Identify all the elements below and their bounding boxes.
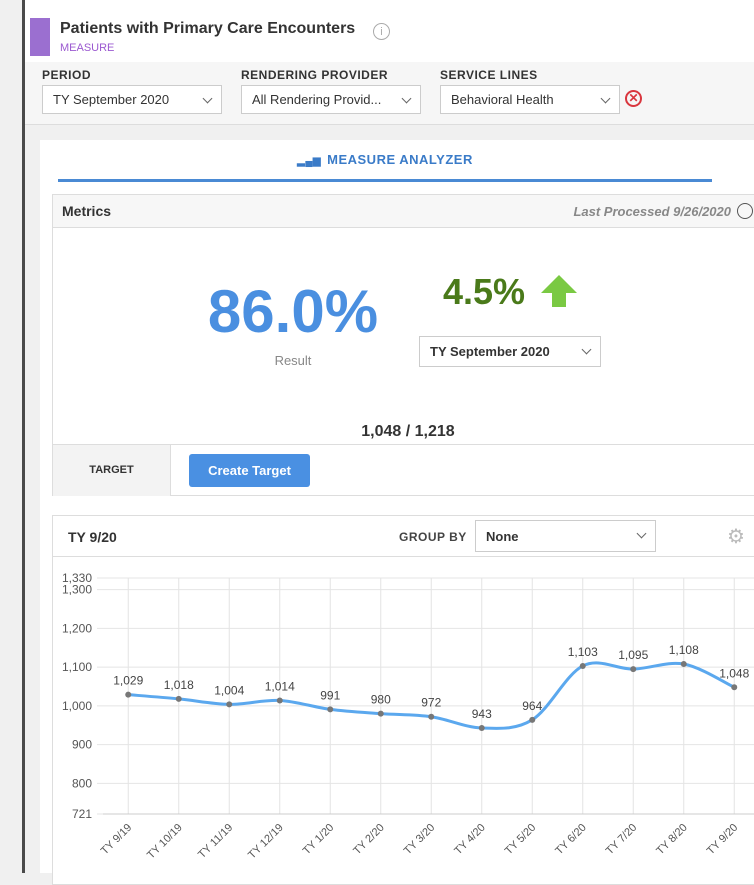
- point: [731, 684, 738, 691]
- x-tick-label: TY 7/20: [604, 822, 640, 858]
- x-tick-label: TY 1/20: [301, 822, 337, 858]
- point: [226, 701, 233, 708]
- y-tick-label: 900: [72, 738, 92, 752]
- group-by-label: GROUP BY: [399, 530, 467, 544]
- y-tick-label: 1,200: [62, 621, 92, 635]
- x-tick-label: TY 10/19: [145, 822, 185, 862]
- data-label: 1,014: [265, 679, 295, 693]
- result: 86.0%: [207, 278, 379, 345]
- x-tick-label: TY 9/20: [705, 822, 741, 858]
- create-target-button[interactable]: Create Target: [189, 454, 310, 487]
- data-label: 964: [522, 699, 542, 713]
- data-label: 1,103: [568, 645, 598, 659]
- period-select[interactable]: TY September 2020: [419, 336, 601, 367]
- filter-label: SERVICE LINES: [440, 68, 538, 82]
- point: [630, 666, 637, 673]
- y-tick-label: 800: [72, 776, 92, 790]
- x-tick-label: TY 6/20: [553, 822, 589, 858]
- point: [125, 691, 132, 698]
- data-label: 1,018: [164, 678, 194, 692]
- x-tick-label: TY 3/20: [402, 822, 438, 858]
- clear-button[interactable]: ✕: [625, 90, 642, 107]
- point: [680, 661, 687, 668]
- y-tick-label: 1,000: [62, 699, 92, 713]
- y-tick-label: 1,300: [62, 583, 92, 597]
- chart-card: TY 9/20 GROUP BY None ⚙: [52, 515, 754, 885]
- point: [377, 710, 384, 717]
- group-by-select[interactable]: None: [475, 520, 656, 552]
- last-processed: Last Processed 9/26/2020: [573, 204, 731, 219]
- x-tick-label: TY 12/19: [246, 822, 286, 862]
- filter-label: RENDERING PROVIDER: [241, 68, 389, 82]
- measure-icon: [30, 18, 50, 56]
- data-label: 991: [320, 688, 340, 702]
- up-arrow: [541, 275, 577, 307]
- point: [529, 716, 536, 723]
- settings-icon[interactable]: ⚙: [727, 526, 745, 548]
- data-label: 1,048: [719, 666, 749, 680]
- x-tick-label: TY 9/19: [99, 822, 135, 858]
- chart-header: TY 9/20 GROUP BY None ⚙: [53, 516, 754, 557]
- chart-title: TY 9/20: [68, 529, 117, 545]
- change: 4.5%: [443, 271, 526, 312]
- data-label: 1,029: [113, 674, 143, 688]
- data-label: 972: [421, 696, 441, 710]
- side-border: [22, 0, 25, 873]
- x-tick-label: TY 2/20: [351, 822, 387, 858]
- filter-select[interactable]: Behavioral Health: [440, 85, 620, 114]
- data-label: 1,108: [669, 643, 699, 657]
- data-label: 1,004: [214, 683, 244, 697]
- point: [175, 695, 182, 702]
- metrics-title: Metrics: [62, 203, 112, 219]
- filter-label: PERIOD: [42, 68, 92, 82]
- filter-select[interactable]: TY September 2020: [42, 85, 222, 114]
- data-label: 980: [371, 693, 391, 707]
- result-label: Result: [274, 353, 312, 368]
- metrics-card: Metrics Last Processed 9/26/2020 86.0% R…: [52, 194, 754, 496]
- tab[interactable]: ▂▄▆ MEASURE ANALYZER: [297, 152, 473, 167]
- y-tick-label: 1,330: [62, 571, 92, 585]
- data-label: 943: [472, 707, 492, 721]
- point: [428, 713, 435, 720]
- ratio: 1,048 / 1,218: [361, 423, 455, 440]
- subtitle: MEASURE: [60, 42, 115, 54]
- tab-underline: [58, 179, 712, 182]
- data-label: 1,095: [618, 648, 648, 662]
- y-tick-label: 1,100: [62, 660, 92, 674]
- header: Patients with Primary Care Encounters i …: [25, 0, 754, 62]
- info-icon[interactable]: i: [373, 23, 390, 40]
- divider: [171, 444, 754, 445]
- x-tick-label: TY 5/20: [503, 822, 539, 858]
- y-tick-label: 721: [72, 807, 92, 821]
- point: [579, 662, 586, 669]
- point: [478, 724, 485, 731]
- tab-label: MEASURE ANALYZER: [327, 152, 473, 167]
- point: [276, 697, 283, 704]
- point: [327, 706, 334, 713]
- filter-select[interactable]: All Rendering Provid...: [241, 85, 421, 114]
- title: Patients with Primary Care Encounters: [60, 20, 356, 37]
- filter-bar: PERIOD TY September 2020 RENDERING PROVI…: [25, 62, 754, 125]
- clock-icon[interactable]: [737, 203, 753, 219]
- target-label: TARGET: [53, 444, 171, 496]
- x-tick-label: TY 11/19: [196, 822, 235, 861]
- x-tick-label: TY 8/20: [654, 822, 690, 858]
- x-tick-label: TY 4/20: [452, 822, 488, 858]
- metrics-header: Metrics Last Processed 9/26/2020: [53, 195, 754, 228]
